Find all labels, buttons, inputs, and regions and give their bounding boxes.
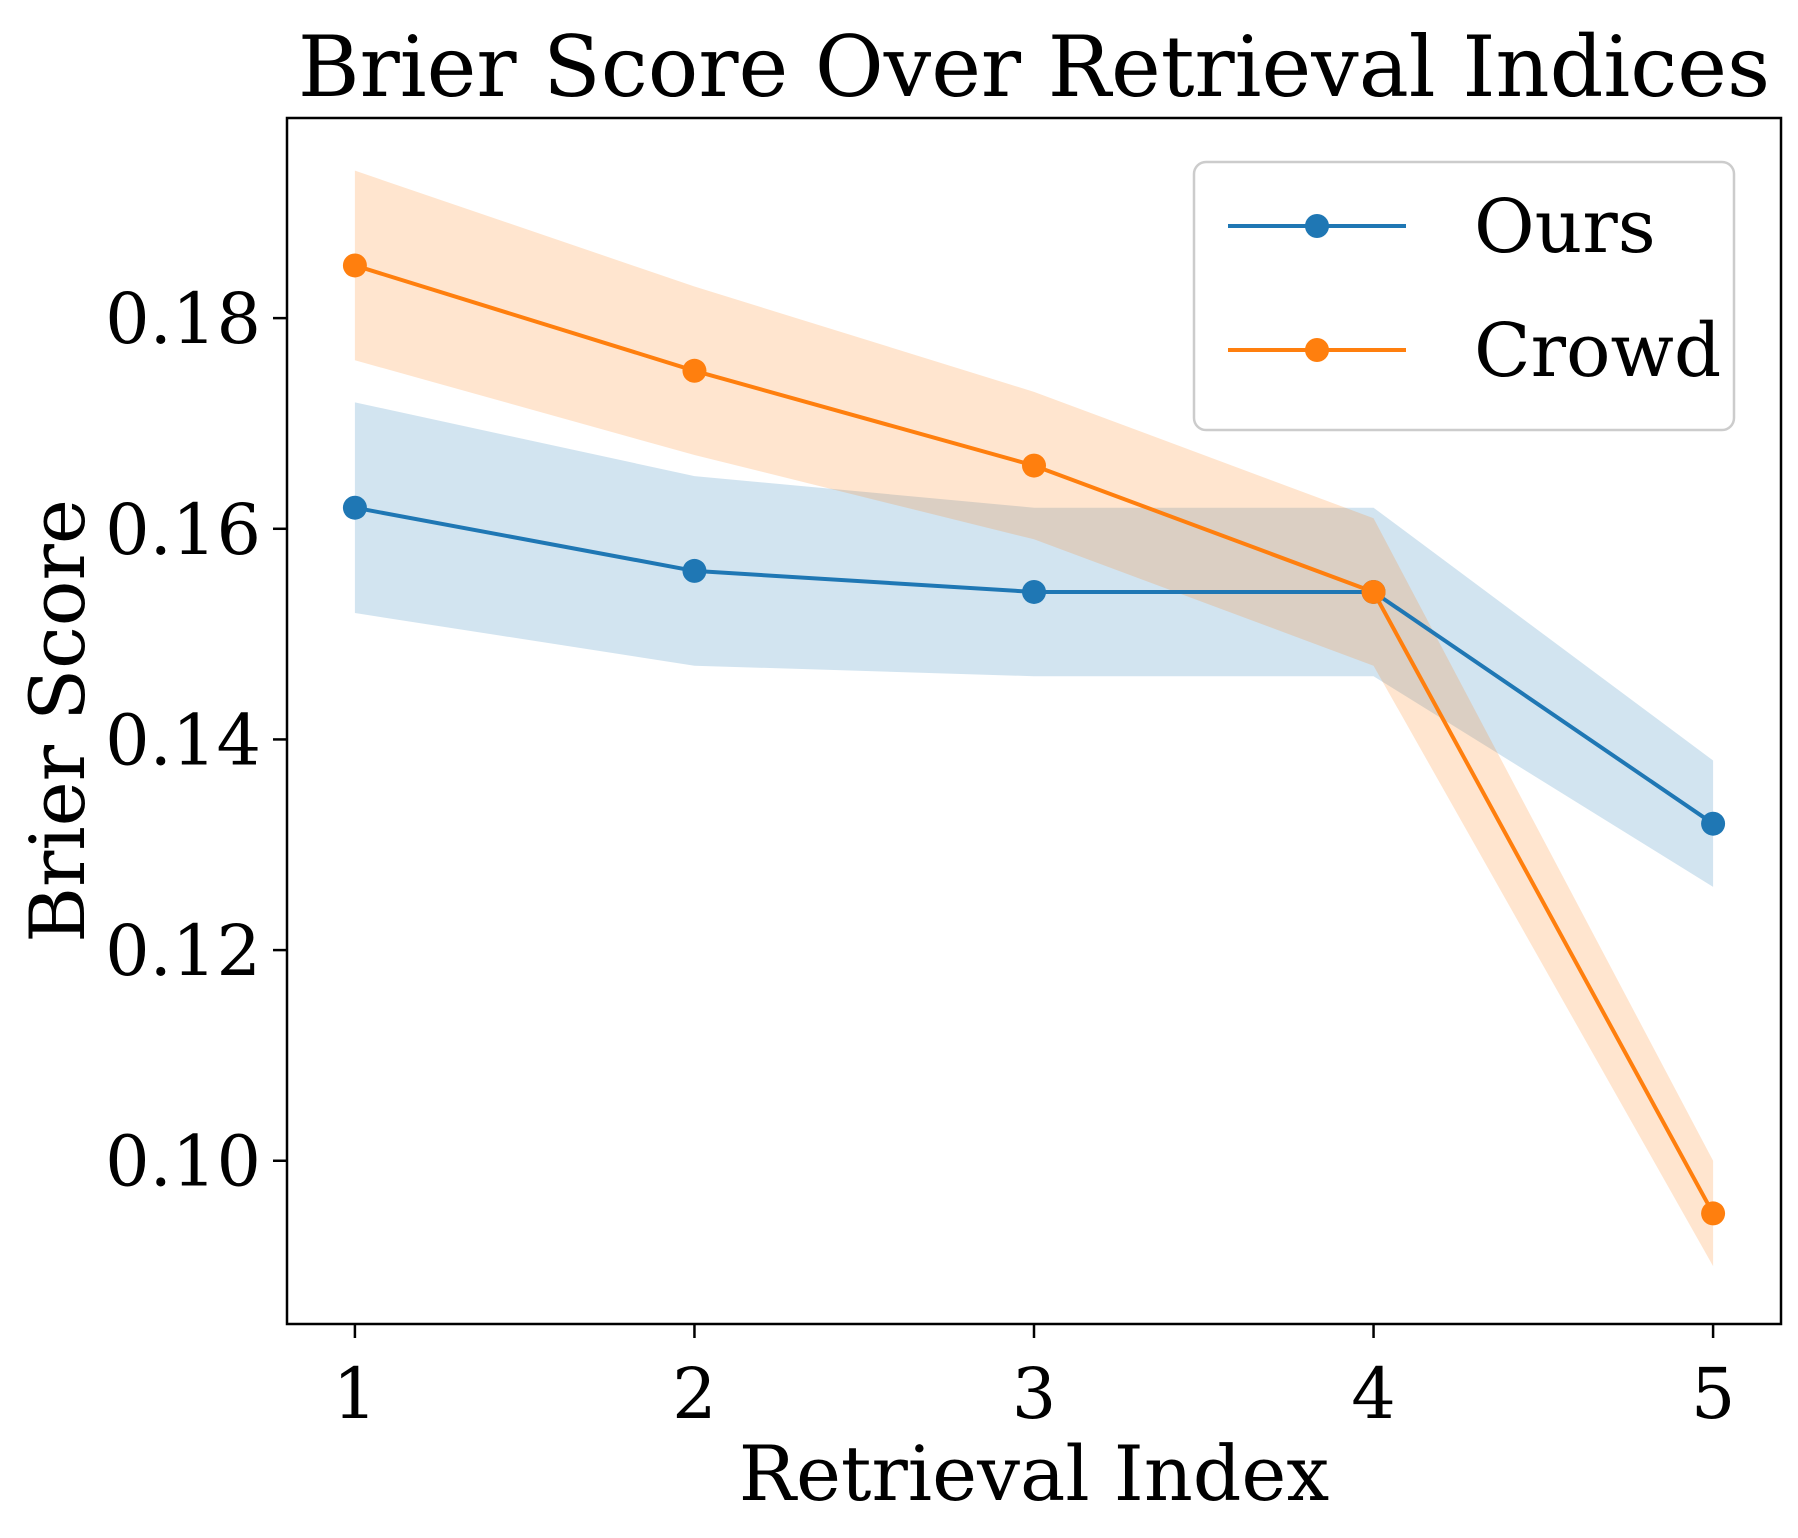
x-tick-label: 4 bbox=[1351, 1353, 1396, 1435]
y-axis-ticks: 0.10 0.12 0.14 0.16 0.18 bbox=[105, 278, 287, 1203]
legend-box bbox=[1192, 160, 1736, 432]
y-axis-label: Brier Score bbox=[13, 499, 102, 943]
x-axis-label: Retrieval Index bbox=[739, 1429, 1330, 1518]
legend-ours-label: Ours bbox=[1474, 184, 1656, 270]
chart-title: Brier Score Over Retrieval Indices bbox=[298, 18, 1770, 116]
y-tick-label: 0.18 bbox=[105, 278, 261, 360]
crowd-point bbox=[342, 253, 367, 278]
crowd-point bbox=[682, 358, 707, 383]
legend-crowd-label: Crowd bbox=[1474, 308, 1721, 394]
y-tick-label: 0.10 bbox=[105, 1121, 261, 1203]
series-points bbox=[342, 253, 1726, 1226]
crowd-point bbox=[1022, 453, 1046, 478]
x-tick-label: 2 bbox=[672, 1353, 717, 1435]
ours-point bbox=[1701, 811, 1726, 836]
ours-point bbox=[682, 558, 707, 583]
x-tick-label: 3 bbox=[1012, 1353, 1057, 1435]
y-tick-label: 0.12 bbox=[105, 910, 261, 992]
legend-ours-marker bbox=[1305, 214, 1329, 238]
crowd-confidence-band bbox=[354, 170, 1714, 1267]
y-tick-label: 0.16 bbox=[105, 489, 261, 571]
ours-confidence-band bbox=[354, 402, 1714, 887]
crowd-point bbox=[1361, 579, 1386, 604]
legend-crowd-marker bbox=[1305, 338, 1329, 362]
confidence-bands bbox=[354, 170, 1714, 1267]
ours-point bbox=[1022, 579, 1046, 604]
x-tick-label: 5 bbox=[1691, 1353, 1736, 1435]
crowd-point bbox=[1701, 1201, 1726, 1226]
y-tick-label: 0.14 bbox=[105, 699, 261, 781]
ours-point bbox=[342, 495, 367, 520]
x-tick-label: 1 bbox=[333, 1353, 378, 1435]
x-axis-ticks: 1 2 3 4 5 bbox=[333, 1324, 1736, 1435]
legend: Ours Crowd bbox=[1192, 160, 1736, 432]
